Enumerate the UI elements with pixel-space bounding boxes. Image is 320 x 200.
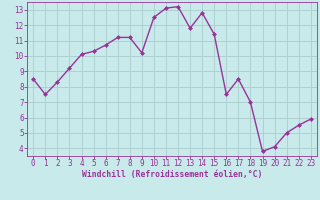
X-axis label: Windchill (Refroidissement éolien,°C): Windchill (Refroidissement éolien,°C) [82, 170, 262, 179]
